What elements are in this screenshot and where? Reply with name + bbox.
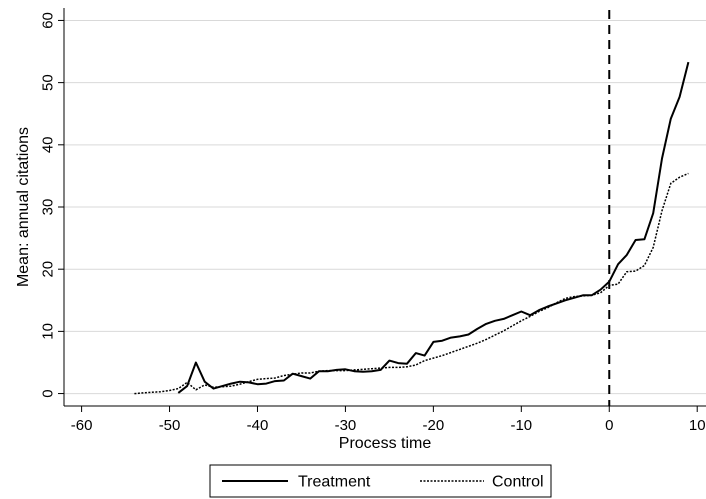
gridlines [64, 19, 706, 395]
series [134, 61, 690, 395]
y-tick-label: 0 [39, 389, 56, 397]
legend-label-control: Control [492, 474, 544, 491]
x-tick-label: -50 [159, 417, 181, 434]
y-tick-label: 60 [39, 12, 56, 29]
y-ticks: 0 10 20 30 40 50 60 [39, 12, 64, 398]
y-tick-label: 10 [39, 323, 56, 340]
x-tick-label: -10 [510, 417, 532, 434]
x-tick-label: -40 [247, 417, 269, 434]
x-tick-label: 10 [689, 417, 706, 434]
y-tick-label: 40 [39, 136, 56, 153]
x-tick-label: 0 [605, 417, 613, 434]
x-tick-label: -30 [335, 417, 357, 434]
y-tick-label: 20 [39, 261, 56, 278]
series-line-control [134, 172, 689, 395]
x-ticks: -60 -50 -40 -30 -20 -10 0 10 [71, 406, 706, 434]
x-tick-label: -20 [423, 417, 445, 434]
legend: Treatment Control [209, 464, 552, 498]
series-line-treatment [177, 61, 690, 394]
y-tick-label: 30 [39, 199, 56, 216]
legend-label-treatment: Treatment [298, 474, 371, 491]
y-tick-label: 50 [39, 74, 56, 91]
x-tick-label: -60 [71, 417, 93, 434]
y-axis-title: Mean: annual citations [15, 127, 32, 287]
x-axis-title: Process time [339, 435, 432, 452]
